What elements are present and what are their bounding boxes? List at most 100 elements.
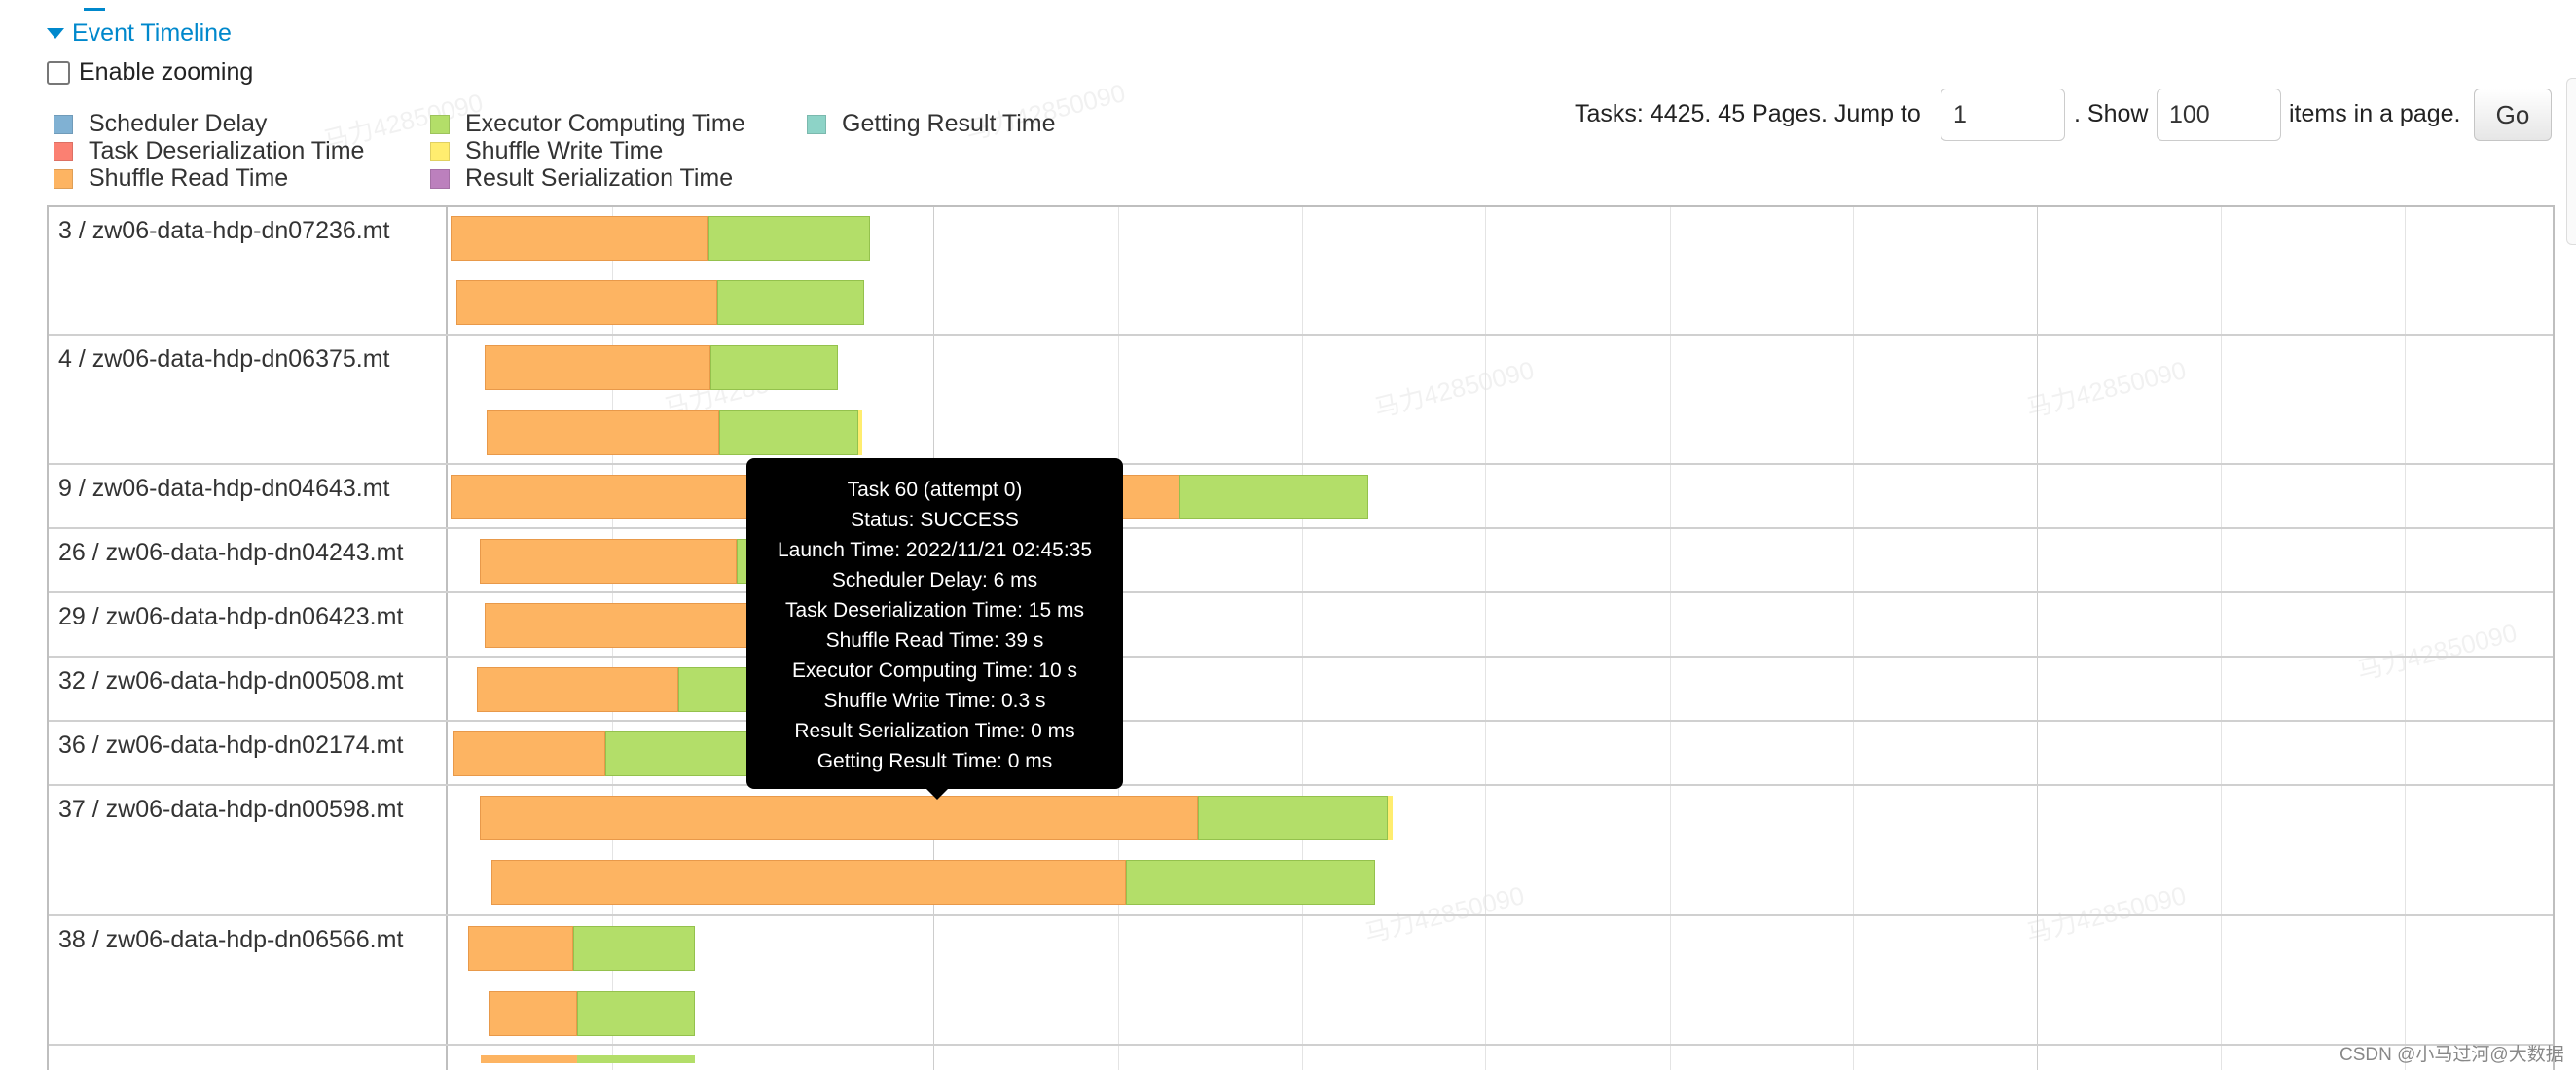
legend-item-task-deserialization: Task Deserialization Time — [54, 137, 364, 165]
legend-item-executor-computing: Executor Computing Time — [430, 110, 745, 138]
grid-line — [1670, 207, 1671, 1070]
row-divider — [49, 527, 2553, 529]
grid-line — [1302, 207, 1303, 1070]
grid-line — [1853, 207, 1854, 1070]
row-divider — [49, 784, 2553, 786]
legend-item-shuffle-write: Shuffle Write Time — [430, 137, 663, 165]
legend-swatch — [430, 114, 450, 134]
grid-line — [1485, 207, 1486, 1070]
legend-item-result-serialization: Result Serialization Time — [430, 164, 733, 193]
executor-row-label: 29 / zw06-data-hdp-dn06423.mt — [58, 603, 404, 630]
row-divider — [49, 463, 2553, 465]
executor-computing-segment — [708, 216, 870, 261]
executor-row-label: 36 / zw06-data-hdp-dn02174.mt — [58, 731, 404, 759]
task-bar[interactable] — [485, 345, 838, 390]
grid-line — [2405, 207, 2406, 1070]
legend-swatch — [807, 114, 826, 134]
legend-swatch — [430, 168, 450, 189]
tooltip-status: Status: SUCCESS — [851, 509, 1019, 531]
shuffle-write-segment — [858, 410, 862, 455]
enable-zooming-control[interactable]: Enable zooming — [47, 58, 253, 87]
task-bar[interactable] — [481, 1055, 695, 1063]
shuffle-read-segment — [480, 539, 737, 584]
row-divider — [49, 656, 2553, 658]
grid-line — [2221, 207, 2222, 1070]
shuffle-read-segment — [489, 991, 577, 1036]
shuffle-read-segment — [480, 796, 1198, 840]
legend-label: Executor Computing Time — [465, 110, 745, 137]
go-button[interactable]: Go — [2474, 89, 2552, 141]
executor-row-label: 3 / zw06-data-hdp-dn07236.mt — [58, 217, 390, 244]
legend-label: Shuffle Write Time — [465, 137, 664, 164]
task-bar[interactable] — [480, 796, 1393, 840]
tooltip-getting-result: Getting Result Time: 0 ms — [816, 750, 1053, 772]
tooltip-arrow — [926, 789, 948, 800]
task-bar[interactable] — [489, 991, 695, 1036]
scrollbar[interactable] — [2566, 78, 2576, 245]
task-bar[interactable] — [468, 926, 695, 971]
enable-zooming-checkbox[interactable] — [47, 60, 70, 85]
shuffle-read-segment — [477, 667, 678, 712]
executor-computing-segment — [1198, 796, 1388, 840]
executor-row-label: 32 / zw06-data-hdp-dn00508.mt — [58, 667, 404, 695]
shuffle-read-segment — [481, 1055, 577, 1063]
task-bar[interactable] — [456, 280, 864, 325]
legend-item-getting-result: Getting Result Time — [807, 110, 1056, 138]
tooltip-scheduler-delay: Scheduler Delay: 6 ms — [831, 569, 1038, 591]
shuffle-read-segment — [453, 731, 605, 776]
executor-row-label: 26 / zw06-data-hdp-dn04243.mt — [58, 539, 404, 566]
legend-label: Result Serialization Time — [465, 164, 734, 192]
show-text: . Show — [2074, 100, 2149, 127]
shuffle-write-segment — [1388, 796, 1393, 840]
shuffle-read-segment — [456, 280, 717, 325]
page-size-input[interactable] — [2157, 89, 2281, 141]
tooltip-launch-time: Launch Time: 2022/11/21 02:45:35 — [777, 539, 1093, 561]
legend-swatch — [54, 141, 73, 161]
caret-down-icon — [47, 28, 64, 39]
executor-row-label: 9 / zw06-data-hdp-dn04643.mt — [58, 475, 390, 502]
row-divider — [49, 591, 2553, 593]
csdn-credit: CSDN @小马过河@大数据 — [2340, 1045, 2564, 1065]
grid-line — [2037, 207, 2038, 1070]
legend-label: Shuffle Read Time — [89, 164, 289, 192]
items-per-page-text: items in a page. — [2289, 100, 2461, 127]
executor-computing-segment — [719, 410, 858, 455]
enable-zooming-label: Enable zooming — [79, 58, 254, 86]
executor-computing-segment — [710, 345, 838, 390]
tooltip-task-deserialization: Task Deserialization Time: 15 ms — [785, 599, 1084, 622]
tasks-summary-text: Tasks: 4425. 45 Pages. Jump to — [1575, 100, 1921, 127]
executor-computing-segment — [717, 280, 864, 325]
task-bar[interactable] — [491, 860, 1375, 905]
task-bar[interactable] — [451, 216, 870, 261]
task-bar[interactable] — [487, 410, 862, 455]
executor-row-label: 4 / zw06-data-hdp-dn06375.mt — [58, 345, 390, 373]
event-timeline-toggle[interactable]: Event Timeline — [47, 19, 232, 48]
shuffle-read-segment — [468, 926, 573, 971]
shuffle-read-segment — [491, 860, 1126, 905]
event-timeline-title: Event Timeline — [72, 19, 232, 47]
task-tooltip: Task 60 (attempt 0) Status: SUCCESS Laun… — [746, 458, 1123, 800]
row-divider — [49, 1044, 2553, 1046]
legend-label: Scheduler Delay — [89, 110, 268, 137]
executor-computing-segment — [577, 1055, 695, 1063]
legend-label: Getting Result Time — [842, 110, 1056, 137]
legend-item-scheduler-delay: Scheduler Delay — [54, 110, 267, 138]
legend-item-shuffle-read: Shuffle Read Time — [54, 164, 288, 193]
tooltip-executor-computing: Executor Computing Time: 10 s — [792, 660, 1077, 682]
row-divider — [49, 720, 2553, 722]
tooltip-shuffle-write: Shuffle Write Time: 0.3 s — [823, 690, 1046, 712]
legend-swatch — [430, 141, 450, 161]
legend-label: Task Deserialization Time — [89, 137, 365, 164]
shuffle-read-segment — [451, 216, 708, 261]
shuffle-read-segment — [485, 345, 710, 390]
tooltip-shuffle-read: Shuffle Read Time: 39 s — [825, 629, 1044, 652]
jump-to-page-input[interactable] — [1941, 89, 2065, 141]
tab-indicator — [84, 8, 105, 11]
executor-computing-segment — [1126, 860, 1375, 905]
row-divider — [49, 914, 2553, 916]
tooltip-result-serialization: Result Serialization Time: 0 ms — [794, 720, 1075, 742]
legend-swatch — [54, 168, 73, 189]
row-divider — [49, 334, 2553, 336]
executor-computing-segment — [577, 991, 695, 1036]
event-timeline-chart[interactable]: 3 / zw06-data-hdp-dn07236.mt 4 / zw06-da… — [47, 205, 2555, 1070]
